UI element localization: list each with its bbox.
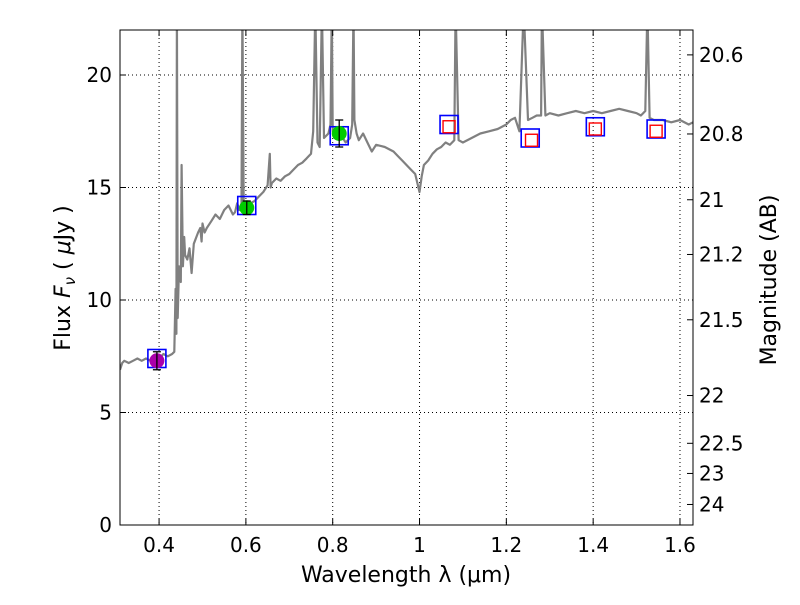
y2-tick-label: 21.5 xyxy=(699,308,744,332)
x-tick-label: 0.8 xyxy=(317,533,349,557)
y2-tick-label: 22.5 xyxy=(699,431,744,455)
x-axis-label: Wavelength λ (μm) xyxy=(301,563,511,588)
plot-frame xyxy=(119,29,694,526)
y-tick-label: 15 xyxy=(87,176,112,200)
model-box-Y xyxy=(439,114,459,135)
y-tick-label: 5 xyxy=(99,401,112,425)
y-tick-label: 20 xyxy=(87,63,112,87)
y-tick-label: 0 xyxy=(99,513,112,537)
x-axis-ticks: 0.4 0.6 0.8 1 1.2 1.4 1.6 xyxy=(143,30,696,557)
y-axis-label: Flux Fν ( μJy ) xyxy=(51,205,79,350)
grid xyxy=(120,30,693,525)
y2-tick-label: 21 xyxy=(699,188,724,212)
y2-tick-label: 20.6 xyxy=(699,43,744,67)
y-axis-label-subscript: ν xyxy=(61,277,79,285)
y2-tick-label: 24 xyxy=(699,492,724,516)
y-axis-label-prefix: Flux xyxy=(51,298,76,351)
y2-tick-label: 22 xyxy=(699,384,724,408)
y2-tick-label: 20.8 xyxy=(699,122,744,146)
y-axis-label-paren: ( xyxy=(51,254,76,277)
upper-limit-K xyxy=(649,124,663,138)
y-axis-ticks: 0 5 10 15 20 xyxy=(87,63,126,537)
y-axis-label-unit: Jy ) xyxy=(51,205,76,242)
x-tick-label: 0.4 xyxy=(143,533,175,557)
y2-axis-ticks: 20.6 20.8 21 21.2 21.5 22 22.5 23 24 xyxy=(687,43,744,516)
x-tick-label: 1.2 xyxy=(490,533,522,557)
x-tick-label: 1.4 xyxy=(577,533,609,557)
upper-limit-H xyxy=(588,122,603,136)
y2-tick-label: 21.2 xyxy=(699,242,744,266)
model-box-H xyxy=(585,116,606,137)
spectrum-line xyxy=(120,30,693,371)
y-tick-label: 10 xyxy=(87,288,112,312)
y2-tick-label: 23 xyxy=(699,461,724,485)
y-axis-label-mu: μ xyxy=(51,240,76,255)
y-axis-label-symbol: F xyxy=(51,285,76,298)
x-tick-label: 1.6 xyxy=(664,533,696,557)
spectrum-layer xyxy=(120,30,693,371)
photometry-layer xyxy=(147,114,666,371)
model-box-J xyxy=(520,128,541,148)
upper-limit-J xyxy=(524,133,539,147)
upper-limit-Y xyxy=(442,120,456,134)
y2-axis-label: Magnitude (AB) xyxy=(757,195,782,366)
x-tick-label: 1 xyxy=(413,533,426,557)
x-tick-label: 0.6 xyxy=(230,533,262,557)
model-box-K xyxy=(646,119,666,139)
